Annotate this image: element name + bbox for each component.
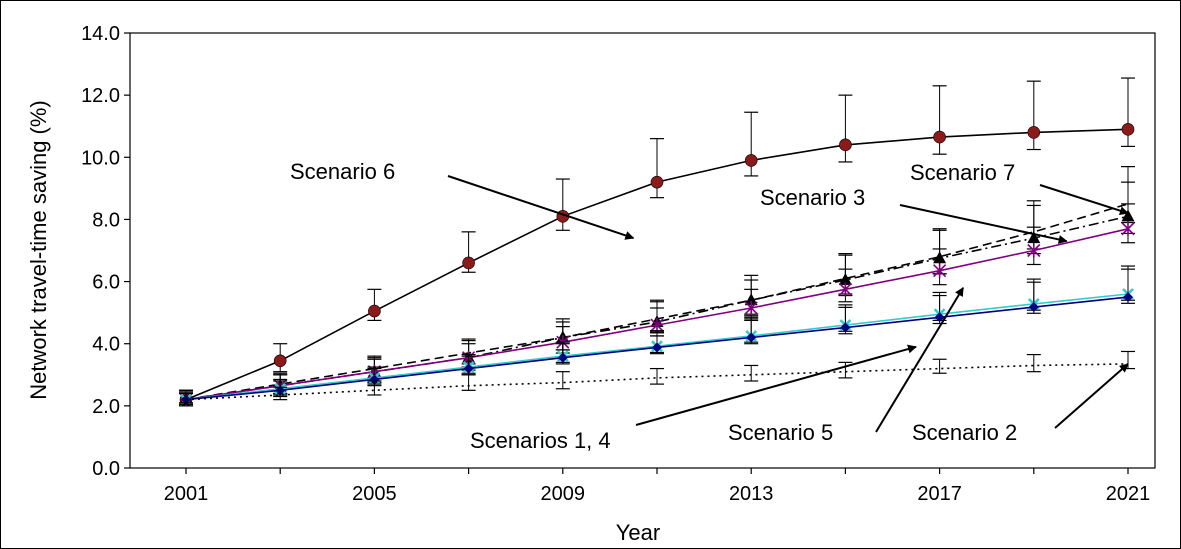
data-point bbox=[838, 282, 852, 297]
y-axis-label: Network travel-time saving (%) bbox=[26, 100, 51, 400]
x-axis-label: Year bbox=[616, 520, 660, 545]
annotation-scenario-5: Scenario 5 bbox=[728, 287, 965, 445]
y-tick-label: 10.0 bbox=[81, 147, 120, 169]
data-point bbox=[933, 130, 946, 144]
annotation-label: Scenario 5 bbox=[728, 420, 833, 445]
annotation-label: Scenario 7 bbox=[910, 160, 1015, 185]
y-tick-label: 14.0 bbox=[81, 23, 120, 45]
y-tick-label: 4.0 bbox=[92, 334, 120, 356]
annotation-scenario-7: Scenario 7 bbox=[910, 160, 1129, 216]
annotation-scenario-6: Scenario 6 bbox=[290, 159, 635, 240]
data-point bbox=[744, 154, 758, 167]
data-point bbox=[839, 138, 852, 152]
series-scenario-6 bbox=[179, 77, 1135, 407]
annotation-label: Scenario 6 bbox=[290, 159, 395, 184]
annotation-label: Scenario 2 bbox=[912, 420, 1017, 445]
annotation-scenario-3: Scenario 3 bbox=[760, 185, 1068, 244]
data-point bbox=[1027, 243, 1041, 258]
data-point bbox=[746, 332, 757, 343]
series-line bbox=[185, 363, 1129, 401]
y-tick-label: 12.0 bbox=[81, 85, 120, 107]
data-point bbox=[1123, 292, 1133, 303]
annotation-arrow bbox=[1054, 363, 1129, 429]
data-point bbox=[1121, 123, 1135, 136]
data-point bbox=[1121, 221, 1135, 236]
data-point bbox=[934, 312, 945, 323]
data-point bbox=[1027, 126, 1041, 139]
series-scenario-2 bbox=[179, 350, 1135, 404]
annotation-arrow bbox=[875, 287, 965, 433]
data-point bbox=[933, 263, 947, 278]
x-tick-label: 2001 bbox=[164, 483, 209, 505]
x-tick-label: 2017 bbox=[917, 483, 962, 505]
data-point bbox=[652, 342, 662, 353]
y-tick-label: 2.0 bbox=[92, 396, 120, 418]
x-tick-label: 2013 bbox=[729, 483, 774, 505]
data-point bbox=[1028, 302, 1039, 313]
data-point bbox=[650, 318, 664, 333]
data-point bbox=[650, 175, 664, 189]
annotation-label: Scenarios 1, 4 bbox=[470, 428, 611, 453]
annotation-scenario-1-4: Scenarios 1, 4 bbox=[470, 344, 917, 453]
data-point bbox=[463, 363, 474, 374]
x-tick-label: 2009 bbox=[541, 483, 586, 505]
annotation-scenario-2: Scenario 2 bbox=[912, 363, 1129, 445]
x-tick-label: 2005 bbox=[352, 483, 397, 505]
y-tick-label: 6.0 bbox=[92, 272, 120, 294]
annotation-arrow bbox=[635, 344, 917, 426]
y-tick-label: 8.0 bbox=[92, 209, 120, 231]
plot-area bbox=[129, 32, 1156, 469]
data-point bbox=[369, 374, 380, 385]
data-point bbox=[368, 304, 381, 318]
data-point bbox=[840, 322, 851, 333]
data-point bbox=[462, 256, 475, 270]
annotation-arrow bbox=[1039, 184, 1129, 216]
y-tick-label: 0.0 bbox=[92, 458, 120, 480]
annotation-arrow bbox=[447, 175, 635, 240]
data-point bbox=[557, 352, 568, 363]
annotation-arrow bbox=[899, 204, 1068, 244]
x-tick-label: 2021 bbox=[1106, 483, 1151, 505]
series-scenario-1 bbox=[179, 268, 1135, 405]
data-point bbox=[273, 354, 287, 368]
annotation-label: Scenario 3 bbox=[760, 185, 865, 210]
data-point bbox=[744, 300, 758, 315]
